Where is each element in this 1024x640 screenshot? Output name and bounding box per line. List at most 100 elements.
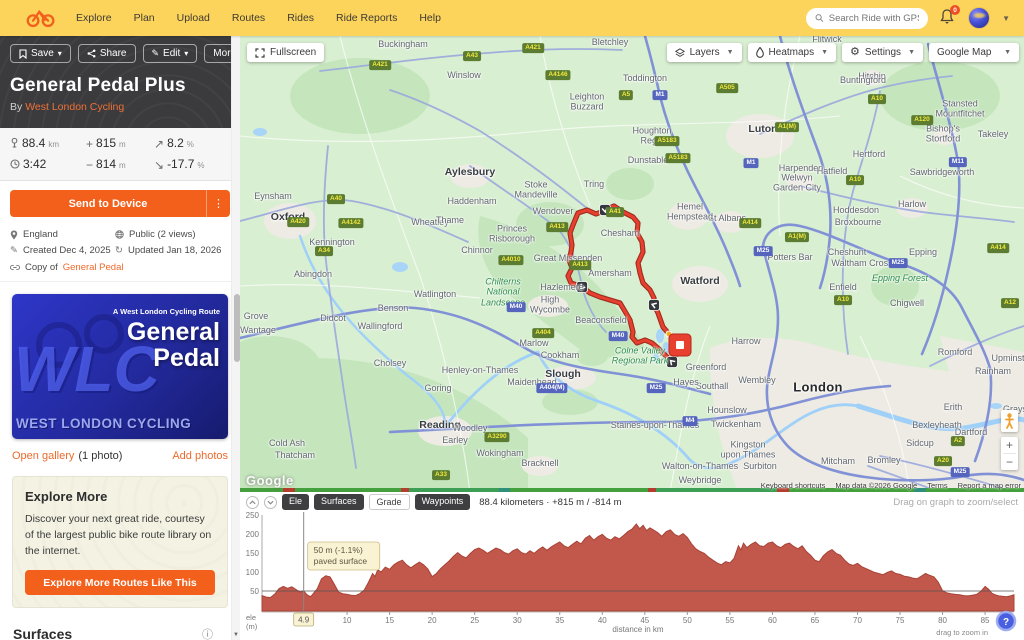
nav-item-explore[interactable]: Explore bbox=[76, 12, 112, 24]
route-direction-marker bbox=[648, 299, 660, 311]
page-title: General Pedal Plus bbox=[10, 75, 186, 96]
keyboard-shortcuts-link[interactable]: Keyboard shortcuts bbox=[760, 481, 826, 490]
nav-item-help[interactable]: Help bbox=[419, 12, 441, 24]
fullscreen-icon bbox=[255, 47, 265, 58]
sidebar-scrollbar[interactable]: ▼ bbox=[231, 36, 240, 640]
stat-ascent: + 815 m bbox=[86, 136, 126, 151]
globe-icon bbox=[115, 230, 124, 239]
toggle-grade[interactable]: Grade bbox=[368, 494, 410, 510]
map-zoom-control: + − bbox=[1001, 437, 1018, 470]
avatar[interactable] bbox=[968, 7, 991, 29]
copy-of-link[interactable]: General Pedal bbox=[62, 262, 124, 273]
svg-text:?: ? bbox=[1003, 617, 1009, 628]
scrollbar-thumb[interactable] bbox=[233, 294, 240, 362]
svg-text:45: 45 bbox=[640, 616, 649, 625]
stat-distance: 88.4 km bbox=[10, 136, 86, 150]
photo-watermark: WLC bbox=[14, 333, 160, 405]
route-author: By West London Cycling bbox=[10, 101, 125, 113]
chevron-down-icon bbox=[267, 500, 274, 505]
chevron-down-icon: ▼ bbox=[821, 49, 829, 56]
notification-badge: 0 bbox=[950, 5, 961, 15]
route-end-marker[interactable] bbox=[668, 333, 692, 357]
nav-item-plan[interactable]: Plan bbox=[133, 12, 155, 24]
photo-footer: WEST LONDON CYCLING bbox=[16, 416, 192, 431]
surface-segment bbox=[283, 488, 295, 492]
route-overlay bbox=[565, 203, 692, 368]
stat-descent: − 814 m bbox=[86, 157, 126, 172]
route-map[interactable]: Buckingham Bletchley Flitwick Winslow Toddin… bbox=[240, 36, 1024, 492]
fullscreen-button[interactable]: Fullscreen bbox=[247, 43, 325, 62]
bookmark-icon bbox=[19, 48, 27, 59]
elevation-area[interactable] bbox=[261, 523, 1015, 612]
heatmap-droplet-icon bbox=[755, 47, 764, 58]
svg-text:250: 250 bbox=[246, 511, 260, 520]
meta-updated: ↻ Updated Jan 18, 2026 bbox=[115, 245, 222, 256]
open-gallery-link[interactable]: Open gallery bbox=[12, 450, 75, 462]
surface-segment bbox=[914, 488, 926, 492]
arrow-up-right-icon: ↗ bbox=[154, 137, 165, 151]
edit-button[interactable]: ✎ Edit ▾ bbox=[142, 44, 198, 63]
photo-decoration bbox=[84, 314, 124, 354]
explore-more-body: Discover your next great ride, courtesy … bbox=[25, 513, 212, 557]
nav-item-upload[interactable]: Upload bbox=[176, 12, 210, 24]
svg-text:30: 30 bbox=[513, 616, 522, 625]
toggle-ele[interactable]: Ele bbox=[282, 494, 310, 510]
search-box[interactable] bbox=[806, 7, 929, 29]
info-icon[interactable]: ⓘ bbox=[202, 629, 213, 640]
add-photos-link[interactable]: Add photos bbox=[172, 450, 228, 462]
elevation-chart[interactable]: 50 100 150 200 250 10 15 20 25 30 35 40 45 50 55 60 65 70… bbox=[240, 508, 1024, 640]
surface-segment bbox=[408, 488, 499, 492]
chevron-down-icon: ▾ bbox=[184, 49, 189, 58]
settings-button[interactable]: ⚙ Settings ▼ bbox=[842, 43, 923, 62]
route-photo[interactable]: WLC A West London Cycling Route General … bbox=[12, 294, 228, 439]
send-options-menu[interactable]: ⋮ bbox=[206, 190, 230, 217]
account-chevron-down-icon[interactable]: ▼ bbox=[1002, 13, 1010, 23]
share-icon bbox=[87, 49, 96, 58]
svg-text:(m): (m) bbox=[246, 622, 258, 631]
x-axis-label: distance in km bbox=[612, 625, 663, 634]
terms-link[interactable]: Terms bbox=[927, 481, 948, 490]
notifications-button[interactable]: 0 bbox=[940, 5, 961, 27]
toggle-surfaces[interactable]: Surfaces bbox=[314, 494, 364, 510]
chevron-up-icon bbox=[249, 499, 256, 504]
bell-icon bbox=[940, 9, 954, 24]
svg-text:75: 75 bbox=[896, 616, 905, 625]
send-to-device-button[interactable]: Send to Device ⋮ bbox=[10, 190, 230, 217]
scroll-down-arrow-icon[interactable]: ▼ bbox=[233, 632, 239, 638]
layers-button[interactable]: Layers ▼ bbox=[666, 43, 742, 62]
minus-icon: − bbox=[86, 158, 94, 172]
save-button[interactable]: Save ▾ bbox=[10, 44, 71, 63]
more-button[interactable]: More▾ bbox=[204, 44, 240, 63]
expand-panel-button[interactable] bbox=[264, 495, 277, 509]
stat-time: 3:42 bbox=[10, 157, 86, 171]
nav-item-ride-reports[interactable]: Ride Reports bbox=[336, 12, 398, 24]
map-type-select[interactable]: Google Map ▼ bbox=[929, 43, 1019, 62]
nav-item-routes[interactable]: Routes bbox=[231, 12, 266, 24]
map-attribution: Keyboard shortcuts Map data ©2026 Google… bbox=[761, 481, 1021, 490]
svg-text:55: 55 bbox=[725, 616, 734, 625]
author-link[interactable]: West London Cycling bbox=[25, 101, 125, 113]
toggle-waypoints[interactable]: Waypoints bbox=[414, 494, 471, 510]
nav-item-rides[interactable]: Rides bbox=[287, 12, 315, 24]
ridewithgps-logo[interactable] bbox=[26, 8, 56, 28]
collapse-panel-button[interactable] bbox=[246, 495, 259, 509]
route-meta: England Public (2 views) ✎ Created Dec 4… bbox=[0, 227, 240, 282]
zoom-in-button[interactable]: + bbox=[1005, 438, 1013, 452]
heatmaps-button[interactable]: Heatmaps ▼ bbox=[747, 43, 837, 62]
chart-tooltip bbox=[307, 541, 381, 571]
pencil-icon: ✎ bbox=[151, 48, 160, 58]
chevron-down-icon: ▾ bbox=[57, 49, 62, 58]
zoom-out-button[interactable]: − bbox=[1005, 455, 1013, 469]
street-view-pegman[interactable] bbox=[1001, 410, 1018, 432]
photo-decoration bbox=[36, 322, 82, 368]
help-button[interactable]: ? bbox=[995, 610, 1017, 632]
share-button[interactable]: Share bbox=[77, 44, 136, 63]
photo-title: General Pedal bbox=[126, 318, 220, 373]
arrow-down-right-icon: ↘ bbox=[154, 158, 165, 172]
explore-more-button[interactable]: Explore More Routes Like This bbox=[25, 570, 215, 596]
search-icon bbox=[815, 14, 824, 22]
y-axis-label: ele bbox=[246, 613, 256, 622]
meta-created: ✎ Created Dec 4, 2025 bbox=[10, 245, 111, 256]
report-map-error-link[interactable]: Report a map error bbox=[957, 481, 1021, 490]
search-input[interactable] bbox=[828, 12, 920, 24]
